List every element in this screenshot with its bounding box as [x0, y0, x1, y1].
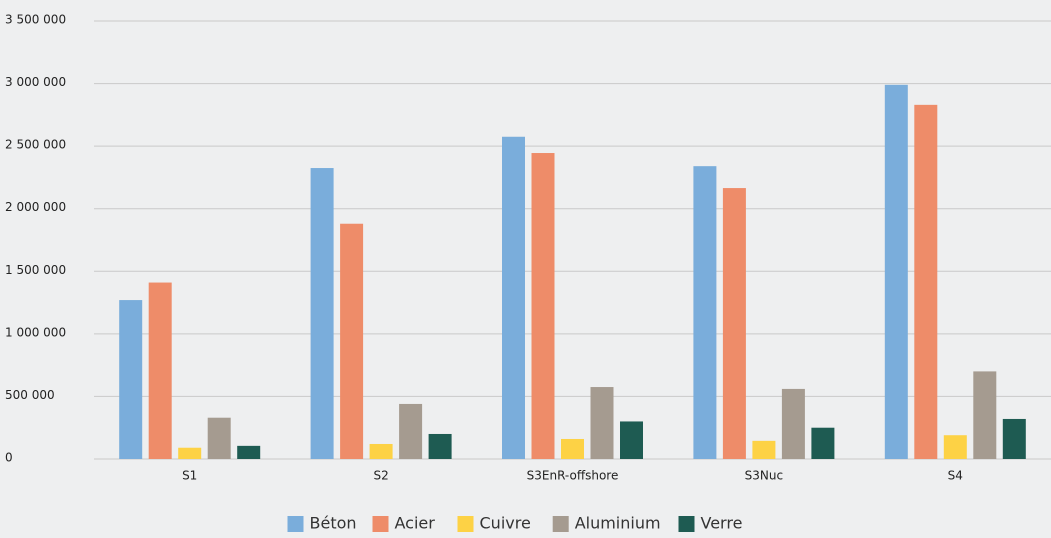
legend-swatch: [372, 516, 389, 532]
y-tick-label: 2 000 000: [5, 200, 66, 214]
bar: [119, 300, 143, 459]
bar: [237, 445, 261, 459]
legend-swatch: [457, 516, 474, 532]
legend-swatch: [287, 516, 304, 532]
bar: [207, 417, 231, 459]
y-tick-label: 0: [5, 451, 13, 465]
x-tick-label: S3EnR-offshore: [527, 469, 619, 483]
y-tick-label: 3 500 000: [5, 13, 66, 27]
bar: [973, 371, 997, 459]
bar: [310, 168, 334, 460]
bar: [561, 438, 584, 459]
bar: [531, 153, 555, 460]
legend-label: Verre: [701, 514, 743, 533]
y-tick-label: 1 000 000: [5, 325, 66, 339]
bar: [340, 223, 364, 459]
bar: [178, 447, 202, 459]
bar: [884, 84, 908, 459]
x-tick-label: S2: [373, 469, 388, 483]
bar: [693, 166, 717, 459]
bar: [399, 403, 423, 459]
legend-label: Cuivre: [480, 514, 531, 533]
y-tick-label: 3 000 000: [5, 75, 66, 89]
legend-label: Béton: [310, 514, 357, 533]
y-tick-label: 2 500 000: [5, 138, 66, 152]
bar: [781, 388, 805, 459]
x-tick-label: S1: [182, 469, 197, 483]
bar: [914, 104, 938, 460]
bar: [752, 440, 776, 459]
bar: [722, 188, 746, 459]
bar: [590, 387, 614, 459]
x-tick-label: S3Nuc: [745, 469, 783, 483]
bar: [148, 282, 172, 459]
y-tick-label: 1 500 000: [5, 263, 66, 277]
bar: [369, 443, 393, 459]
legend-label: Acier: [395, 514, 436, 533]
legend-label: Aluminium: [575, 514, 661, 533]
legend-swatch: [678, 516, 695, 532]
bar: [943, 435, 967, 459]
bar: [428, 433, 452, 459]
bar: [811, 427, 835, 459]
y-tick-label: 500 000: [5, 388, 55, 402]
bar: [1002, 418, 1026, 459]
bar: [502, 136, 525, 459]
x-tick-label: S4: [948, 469, 963, 483]
legend-swatch: [552, 516, 569, 532]
bar: [620, 421, 643, 459]
